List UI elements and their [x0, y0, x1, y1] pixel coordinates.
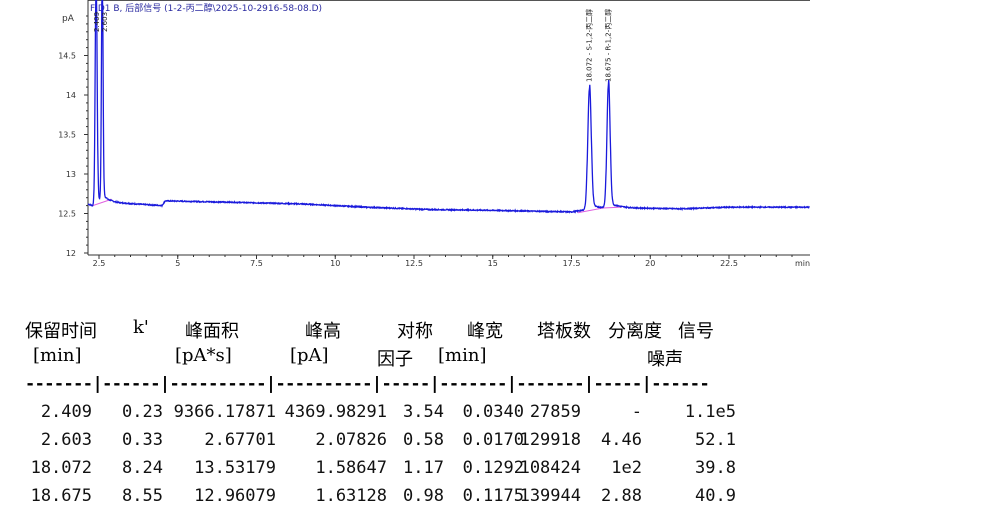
column-header: 峰高: [305, 321, 341, 342]
column-header: 峰宽: [467, 321, 503, 342]
table-cell: 52.1: [695, 430, 736, 450]
table-cell: 0.98: [403, 486, 444, 506]
column-unit: [min]: [33, 345, 82, 366]
column-header: 塔板数: [537, 321, 591, 342]
table-cell: 0.33: [122, 430, 163, 450]
table-cell: 1.1e5: [684, 402, 736, 422]
x-tick-label: 7.5: [250, 259, 263, 268]
table-cell: 1e2: [611, 458, 642, 478]
column-unit: [min]: [438, 345, 487, 366]
table-cell: 2.07826: [315, 430, 387, 450]
y-axis-label: pA: [62, 14, 75, 24]
x-tick-label: 17.5: [563, 259, 581, 268]
table-cell: 18.675: [30, 486, 92, 506]
column-header: 峰面积: [185, 321, 239, 342]
chart-title: FID1 B, 后部信号 (1-2-丙二醇\2025-10-2916-58-08…: [90, 2, 322, 14]
column-header: 信号: [678, 321, 714, 342]
y-tick-label: 13: [66, 170, 76, 179]
table-cell: 3.54: [403, 402, 444, 422]
x-tick-label: 20: [645, 259, 655, 268]
table-cell: 2.409: [40, 402, 92, 422]
peak-label: 2.409: [93, 12, 101, 32]
table-cell: 0.23: [122, 402, 163, 422]
table-cell: 12.96079: [194, 486, 276, 506]
column-header: k': [133, 317, 149, 338]
table-cell: 1.58647: [315, 458, 387, 478]
x-tick-label: 5: [175, 259, 180, 268]
peak-label: 2.603: [101, 12, 109, 32]
table-cell: 0.1292: [462, 458, 524, 478]
table-cell: 27859: [529, 402, 581, 422]
x-tick-label: 2.5: [93, 259, 106, 268]
y-tick-label: 12.5: [58, 210, 76, 219]
table-cell: 129918: [519, 430, 581, 450]
table-cell: 9366.17871: [173, 402, 276, 422]
table-cell: 40.9: [695, 486, 736, 506]
table-cell: 2.88: [601, 486, 642, 506]
table-cell: 108424: [519, 458, 581, 478]
x-tick-label: 10: [330, 259, 340, 268]
column-unit: 因子: [377, 349, 413, 370]
table-cell: 0.0170: [462, 430, 524, 450]
table-cell: 18.072: [30, 458, 92, 478]
table-cell: 1.63128: [315, 486, 387, 506]
table-cell: 4.46: [601, 430, 642, 450]
table-separator: -------|------|----------|----------|---…: [25, 374, 710, 394]
y-tick-label: 12: [66, 249, 76, 258]
chromatogram-chart: FID1 B, 后部信号 (1-2-丙二醇\2025-10-2916-58-08…: [58, 0, 810, 268]
table-cell: 1.17: [403, 458, 444, 478]
x-axis-label: min: [795, 259, 810, 268]
table-cell: 8.55: [122, 486, 163, 506]
y-tick-label: 14: [66, 91, 76, 100]
table-cell: 13.53179: [194, 458, 276, 478]
table-cell: 4369.98291: [284, 402, 387, 422]
column-header: 分离度: [608, 321, 662, 342]
table-cell: 0.1175: [462, 486, 524, 506]
signal-trace: [87, 0, 810, 214]
table-cell: 2.67701: [204, 430, 276, 450]
x-tick-label: 15: [488, 259, 498, 268]
x-tick-label: 12.5: [405, 259, 423, 268]
column-unit: [pA*s]: [175, 345, 232, 366]
y-tick-label: 13.5: [58, 131, 76, 140]
column-unit: 噪声: [647, 349, 683, 370]
x-tick-label: 22.5: [720, 259, 738, 268]
column-header: 保留时间: [25, 321, 97, 342]
table-cell: 8.24: [122, 458, 163, 478]
table-cell: 0.0340: [462, 402, 524, 422]
table-cell: 0.58: [403, 430, 444, 450]
table-cell: 139944: [519, 486, 581, 506]
table-cell: 39.8: [695, 458, 736, 478]
peak-label: 18.675 - R-1,2-丙二醇: [604, 9, 613, 82]
table-cell: 2.603: [40, 430, 92, 450]
y-tick-label: 14.5: [58, 52, 76, 61]
peak-label: 18.072 - S-1,2-丙二醇: [585, 9, 594, 82]
column-header: 对称: [397, 321, 433, 342]
table-cell: -: [631, 402, 642, 422]
column-unit: [pA]: [290, 345, 329, 366]
